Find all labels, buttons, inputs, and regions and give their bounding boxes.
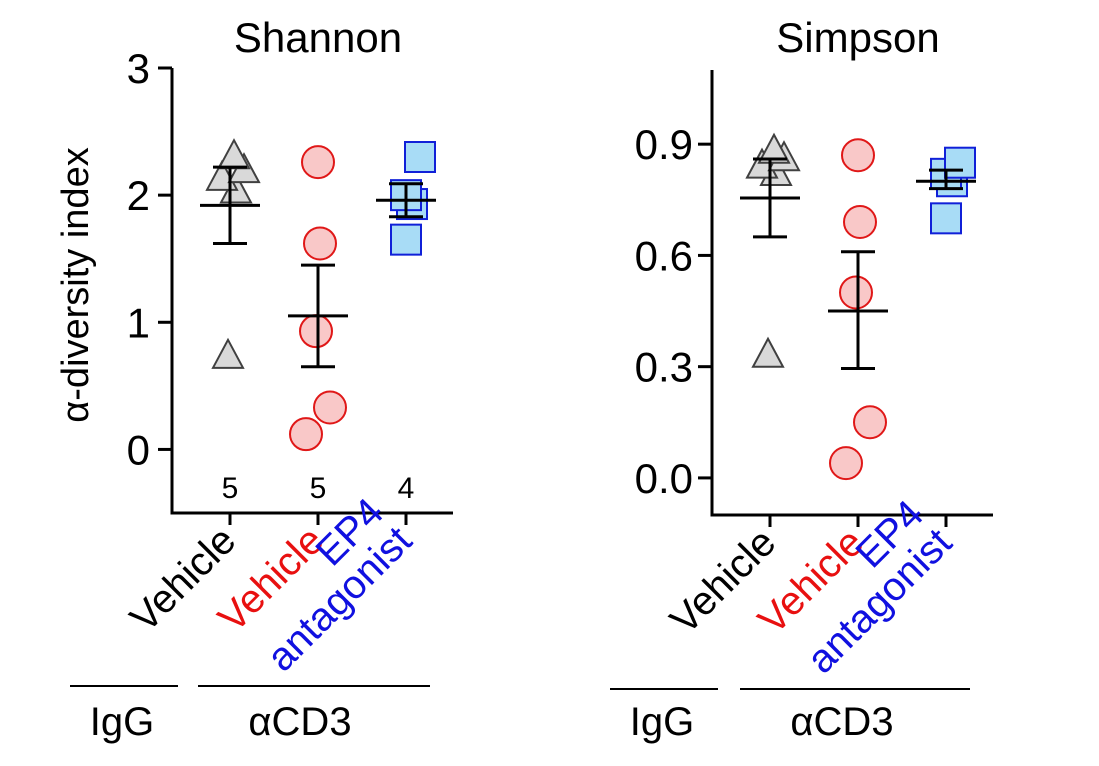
series-1: 5 bbox=[288, 145, 348, 505]
data-point bbox=[211, 337, 245, 369]
data-point bbox=[751, 336, 785, 368]
data-point bbox=[404, 141, 436, 173]
data-point bbox=[843, 205, 877, 240]
series-2: 4 bbox=[376, 141, 436, 505]
n-label: 4 bbox=[398, 472, 415, 505]
data-point bbox=[930, 202, 962, 235]
data-point bbox=[841, 138, 875, 173]
y-tick-label: 3 bbox=[127, 45, 150, 92]
n-label: 5 bbox=[222, 472, 239, 505]
panel-title: Simpson bbox=[776, 14, 939, 61]
panel-simpson: Simpson0.00.30.60.9VehicleVehicleEP4anta… bbox=[610, 14, 993, 744]
y-tick-label: 0.9 bbox=[635, 121, 693, 168]
data-point bbox=[390, 223, 422, 256]
y-tick-label: 1 bbox=[127, 299, 150, 346]
y-tick-label: 0 bbox=[127, 426, 150, 473]
y-tick-label: 0.0 bbox=[635, 455, 693, 502]
group-label: αCD3 bbox=[790, 700, 893, 744]
y-tick-label: 2 bbox=[127, 172, 150, 219]
data-point bbox=[829, 446, 863, 481]
data-point bbox=[839, 275, 873, 310]
series-1 bbox=[828, 138, 888, 481]
y-tick-label: 0.3 bbox=[635, 344, 693, 391]
group-label: IgG bbox=[90, 700, 154, 744]
data-point bbox=[853, 405, 887, 440]
data-point bbox=[757, 132, 791, 164]
y-axis-label: α-diversity index bbox=[55, 147, 97, 422]
data-point bbox=[301, 145, 335, 180]
group-label: IgG bbox=[630, 700, 694, 744]
data-point bbox=[313, 390, 347, 425]
series-2 bbox=[916, 146, 976, 235]
data-point bbox=[303, 226, 337, 261]
data-point bbox=[289, 417, 323, 452]
group-label: αCD3 bbox=[248, 700, 351, 744]
y-tick-label: 0.6 bbox=[635, 232, 693, 279]
n-label: 5 bbox=[310, 472, 327, 505]
series-0: 5 bbox=[200, 138, 261, 505]
data-point bbox=[299, 314, 333, 349]
data-point bbox=[944, 146, 976, 179]
series-0 bbox=[740, 132, 801, 368]
panel-title: Shannon bbox=[234, 14, 402, 61]
